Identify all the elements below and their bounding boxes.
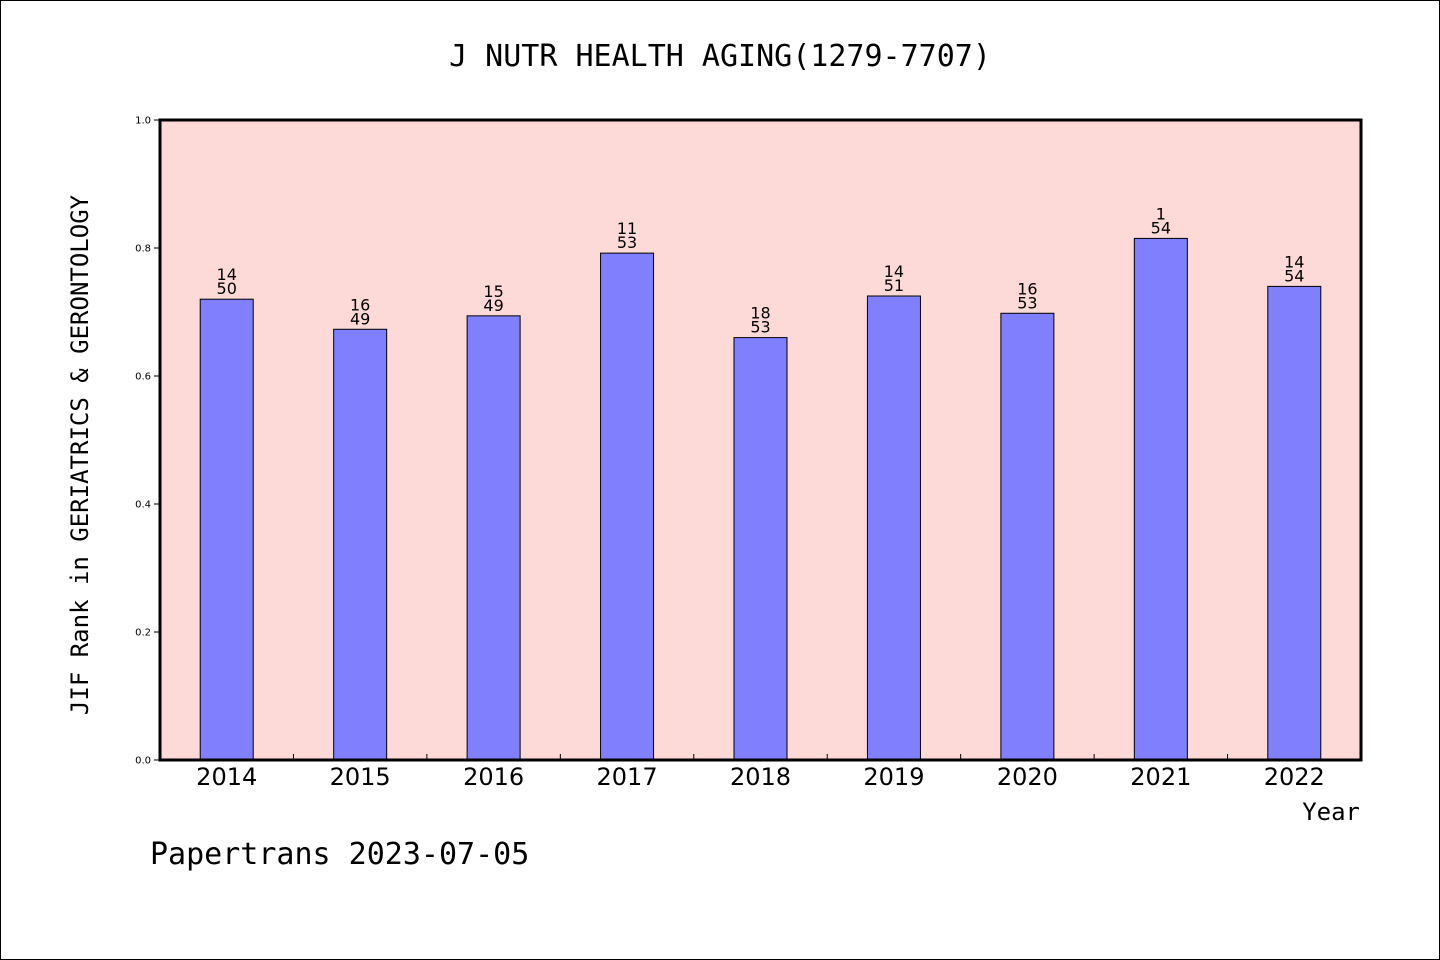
bar-2014 <box>199 298 254 761</box>
x-tick-label: 2019 <box>863 763 924 791</box>
x-axis-label: Year <box>1302 798 1360 826</box>
bar-rank-label: 14 <box>217 265 237 284</box>
bar-total-label: 51 <box>884 276 904 295</box>
bar-total-label: 49 <box>483 296 503 315</box>
bar-rank-label: 18 <box>750 304 770 323</box>
x-tick-label: 2022 <box>1264 763 1325 791</box>
x-tick-label: 2014 <box>196 763 257 791</box>
bar-rank-label: 14 <box>1284 252 1304 271</box>
bar-2019 <box>866 295 921 761</box>
bar-rank-label: 15 <box>483 282 503 301</box>
bar-total-label: 54 <box>1151 218 1171 237</box>
footer-credit: Papertrans 2023-07-05 <box>150 837 529 872</box>
x-tick-label: 2021 <box>1130 763 1191 791</box>
y-tick-label: 0.8 <box>135 244 151 255</box>
bars-group <box>199 237 1322 761</box>
bar-rank-label: 14 <box>884 262 904 281</box>
bar-2016 <box>466 315 521 761</box>
y-axis-label: JIF Rank in GERIATRICS & GERONTOLOGY <box>66 194 94 715</box>
bar-total-label: 54 <box>1284 266 1304 285</box>
chart-title: J NUTR HEALTH AGING(1279-7707) <box>449 39 991 74</box>
x-tick-label: 2017 <box>597 763 658 791</box>
x-axis: 2014 2015 2016 2017 2018 2019 2020 2021 2022 <box>196 754 1325 791</box>
bar-2020 <box>1000 312 1055 761</box>
y-tick-label: 1.0 <box>135 116 151 127</box>
bar-2021 <box>1133 237 1188 761</box>
bar-total-label: 49 <box>350 309 370 328</box>
bar-2015 <box>333 328 388 761</box>
bar-2017 <box>600 252 655 761</box>
bar-rank-label: 11 <box>617 219 637 238</box>
y-tick-label: 0.2 <box>135 628 151 639</box>
bar-total-label: 53 <box>1017 293 1037 312</box>
bar-2018 <box>733 337 788 761</box>
y-tick-label: 0.6 <box>135 372 151 383</box>
x-tick-label: 2015 <box>330 763 391 791</box>
bar-total-label: 50 <box>217 279 237 298</box>
y-axis: 0.0 0.2 0.4 0.6 0.8 1.0 <box>135 116 160 767</box>
x-tick-label: 2020 <box>997 763 1058 791</box>
x-tick-label: 2016 <box>463 763 524 791</box>
bar-rank-label: 1 <box>1156 204 1166 223</box>
y-tick-label: 0.0 <box>135 756 151 767</box>
plot-border <box>158 118 1363 762</box>
x-tick-label: 2018 <box>730 763 791 791</box>
bar-rank-label: 16 <box>350 295 370 314</box>
bar-total-label: 53 <box>617 233 637 252</box>
bar-rank-label: 16 <box>1017 279 1037 298</box>
bar-total-label: 53 <box>750 318 770 337</box>
y-tick-label: 0.4 <box>135 500 151 511</box>
bar-2022 <box>1267 285 1322 761</box>
